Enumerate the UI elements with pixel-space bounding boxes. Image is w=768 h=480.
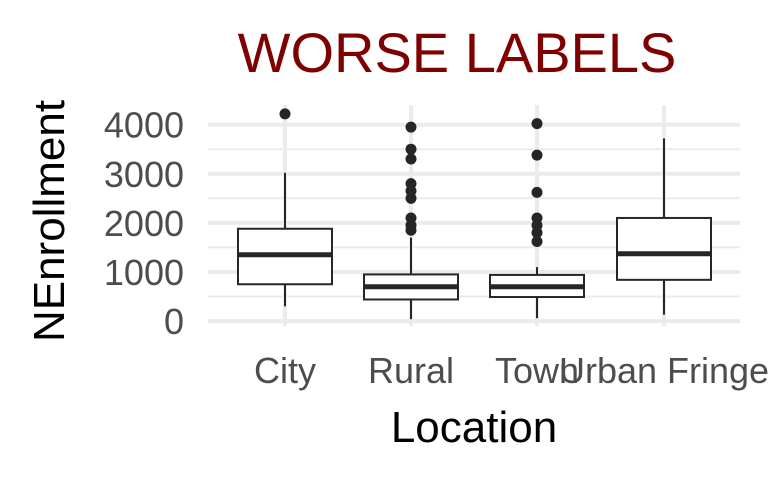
y-tick-label: 4000	[104, 105, 184, 146]
x-tick-label: Rural	[368, 350, 454, 391]
y-tick-label: 3000	[104, 154, 184, 195]
outlier-point	[279, 108, 291, 120]
outlier-point	[531, 212, 543, 224]
outlier-point	[531, 118, 543, 130]
chart-title: WORSE LABELS	[238, 21, 677, 84]
outlier-point	[531, 149, 543, 161]
box-town	[489, 118, 585, 319]
outlier-point	[405, 121, 417, 133]
box-urban-fringe	[616, 138, 712, 315]
box-rural	[363, 121, 459, 320]
boxes	[237, 108, 712, 320]
outlier-point	[405, 143, 417, 155]
outlier-point	[531, 186, 543, 198]
y-tick-label: 0	[164, 301, 184, 342]
outlier-point	[531, 236, 543, 248]
y-tick-labels: 0 1000 2000 3000 4000	[104, 105, 184, 342]
y-tick-label: 2000	[104, 203, 184, 244]
x-tick-label: City	[254, 350, 316, 391]
y-axis-title: NEnrollment	[25, 100, 74, 342]
outlier-point	[405, 178, 417, 190]
box-city	[237, 108, 333, 307]
outlier-point	[405, 153, 417, 165]
x-axis-title: Location	[391, 403, 557, 452]
outlier-point	[405, 212, 417, 224]
box-body	[616, 216, 712, 281]
y-tick-label: 1000	[104, 252, 184, 293]
x-tick-label: Urban Fringe	[559, 350, 768, 391]
x-tick-label: Town	[495, 350, 579, 391]
